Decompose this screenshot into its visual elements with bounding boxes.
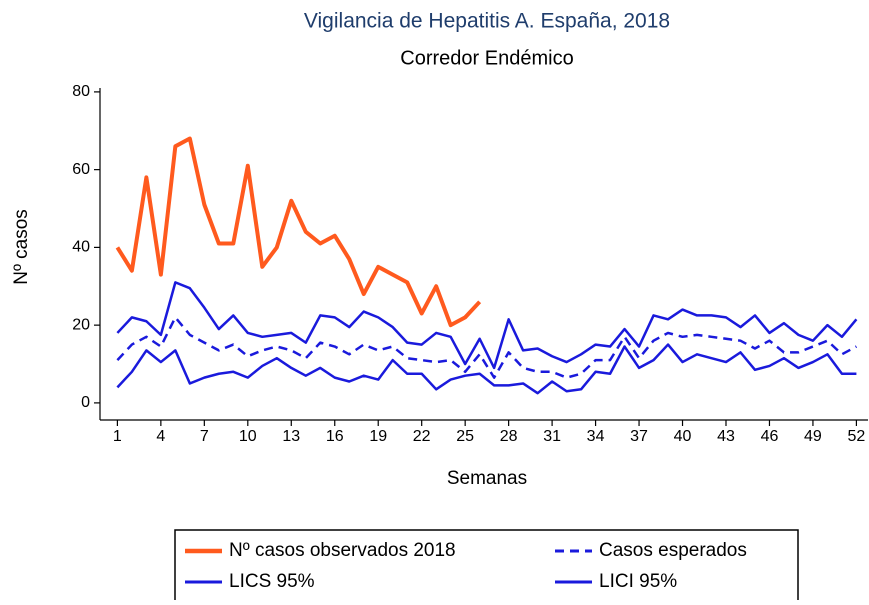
- y-tick-label: 20: [72, 316, 90, 333]
- x-tick-label: 49: [804, 428, 822, 445]
- x-tick-label: 43: [717, 428, 735, 445]
- x-tick-label: 40: [674, 428, 692, 445]
- x-tick-label: 52: [848, 428, 866, 445]
- x-tick-label: 25: [456, 428, 474, 445]
- x-tick-label: 46: [761, 428, 779, 445]
- x-tick-label: 19: [369, 428, 387, 445]
- legend-label: Casos esperados: [599, 540, 747, 561]
- chart-subtitle: Corredor Endémico: [400, 47, 573, 69]
- x-tick-label: 22: [413, 428, 431, 445]
- x-tick-label: 10: [239, 428, 257, 445]
- x-axis-label: Semanas: [447, 468, 527, 489]
- series-line: [115, 136, 482, 328]
- x-tick-label: 28: [500, 428, 518, 445]
- x-tick-label: 34: [587, 428, 605, 445]
- x-tick-label: 37: [630, 428, 648, 445]
- y-tick-label: 60: [72, 161, 90, 178]
- y-tick-label: 40: [72, 239, 90, 256]
- chart-title: Vigilancia de Hepatitis A. España, 2018: [304, 10, 670, 33]
- x-tick-label: 31: [543, 428, 561, 445]
- legend-label: Nº casos observados 2018: [229, 540, 456, 561]
- series-line: [116, 281, 858, 370]
- y-axis-label: Nº casos: [11, 209, 32, 285]
- x-tick-label: 4: [156, 428, 165, 445]
- y-tick-label: 0: [81, 394, 90, 411]
- series-line: [116, 316, 858, 379]
- legend-label: LICI 95%: [599, 571, 677, 592]
- series-line: [116, 343, 857, 395]
- x-tick-label: 7: [200, 428, 209, 445]
- legend-box: [174, 529, 799, 605]
- legend-label: LICS 95%: [229, 571, 315, 592]
- x-tick-label: 13: [282, 428, 300, 445]
- y-tick-label: 80: [72, 83, 90, 100]
- x-tick-label: 16: [326, 428, 344, 445]
- x-tick-label: 1: [113, 428, 122, 445]
